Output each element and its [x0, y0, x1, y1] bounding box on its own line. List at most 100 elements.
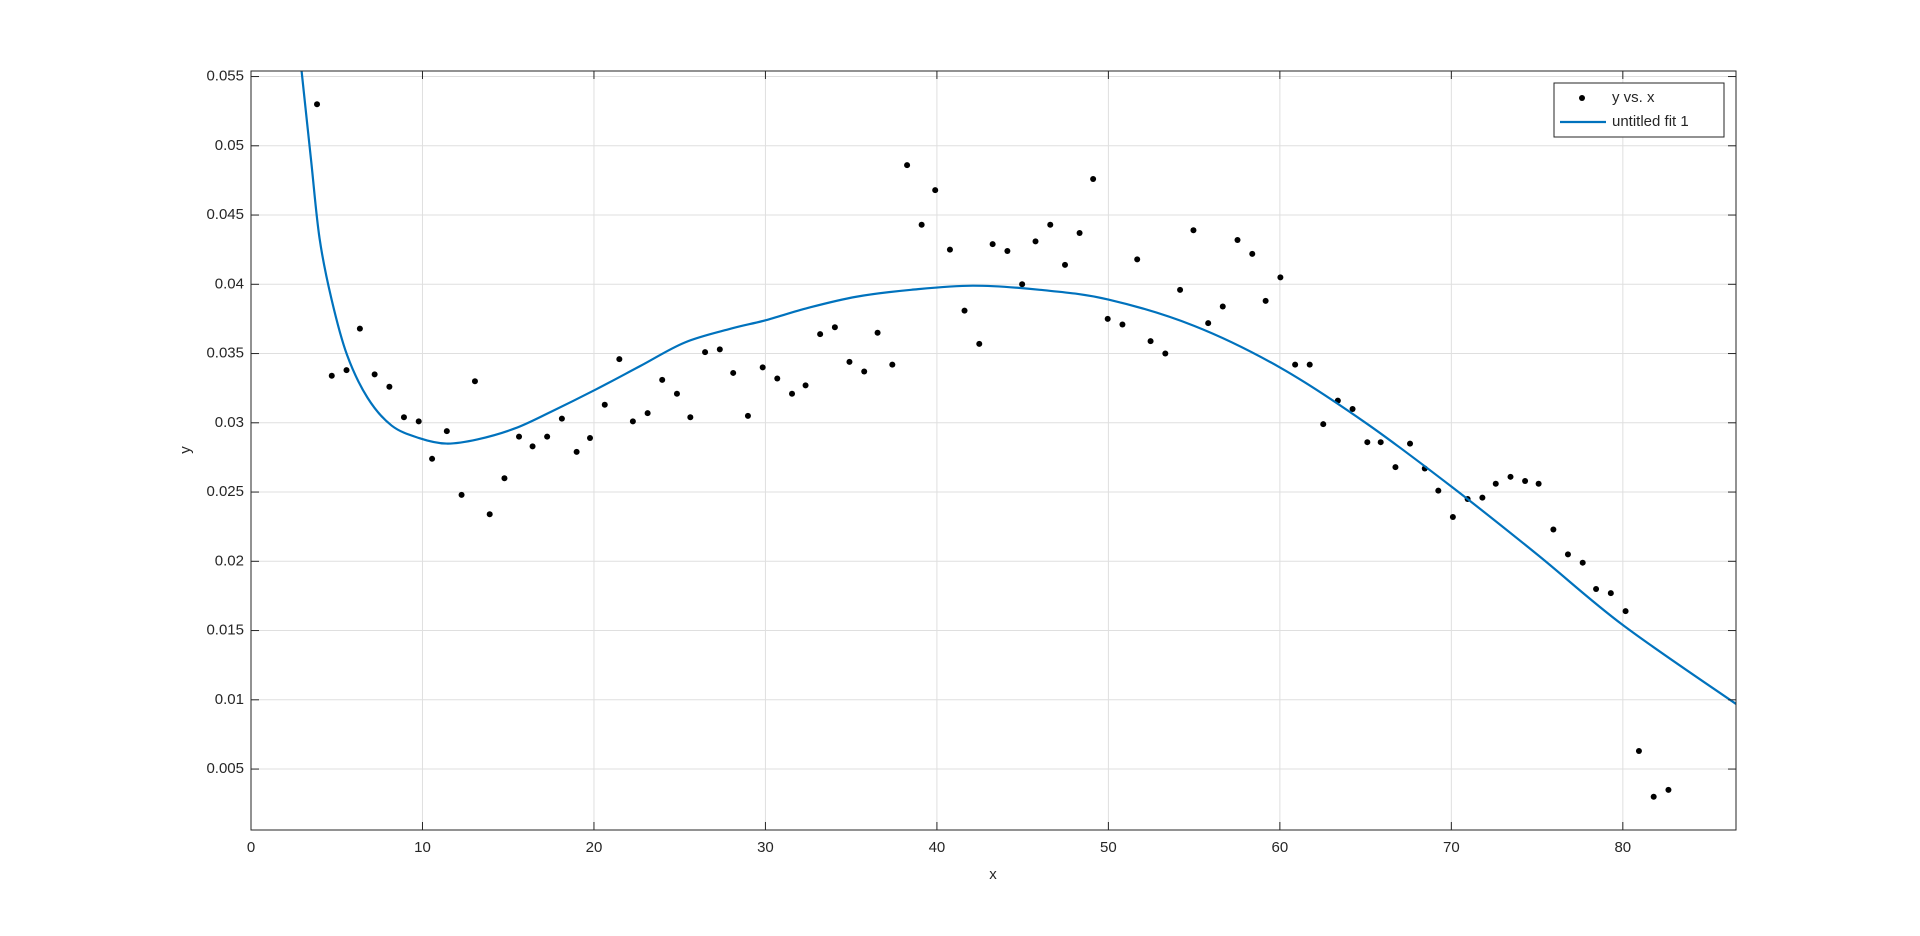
data-point	[1019, 281, 1026, 288]
x-tick-label: 70	[1443, 839, 1460, 856]
data-point	[1492, 480, 1499, 487]
data-point	[989, 241, 996, 248]
data-point	[1435, 487, 1442, 494]
y-tick-label: 0.015	[206, 622, 244, 639]
x-tick-label: 10	[414, 839, 431, 856]
data-point	[471, 378, 478, 385]
data-point	[1147, 338, 1154, 345]
data-point	[802, 382, 809, 389]
data-point	[587, 435, 594, 442]
y-tick-label: 0.035	[206, 345, 244, 362]
data-point	[1104, 315, 1111, 322]
fit-line	[300, 71, 1736, 705]
data-point	[429, 455, 436, 462]
data-point	[846, 358, 853, 365]
data-point	[400, 414, 407, 421]
data-point	[744, 412, 751, 419]
data-point	[1377, 439, 1384, 446]
data-point	[874, 329, 881, 336]
data-point	[616, 356, 623, 363]
data-point	[1407, 440, 1414, 447]
y-tick-label: 0.045	[206, 206, 244, 223]
y-tick-label: 0.005	[206, 760, 244, 777]
data-point	[328, 372, 335, 379]
data-point	[1249, 250, 1256, 257]
data-point	[932, 187, 939, 194]
y-tick-label: 0.02	[215, 552, 244, 569]
y-tick-label: 0.04	[215, 275, 244, 292]
data-point	[544, 433, 551, 440]
x-axis-label: x	[989, 866, 997, 883]
data-point	[673, 390, 680, 397]
data-point	[946, 246, 953, 253]
x-tick-label: 80	[1614, 839, 1631, 856]
data-point	[1593, 586, 1600, 593]
x-tick-label: 0	[247, 839, 255, 856]
data-point	[601, 401, 608, 408]
data-point	[789, 390, 796, 397]
data-point	[702, 349, 709, 356]
data-point	[573, 448, 580, 455]
data-point	[1177, 286, 1184, 293]
data-point	[558, 415, 565, 422]
data-point	[343, 367, 350, 374]
data-point	[774, 375, 781, 382]
legend-label: y vs. x	[1612, 89, 1655, 106]
data-point	[1607, 590, 1614, 597]
data-point	[1665, 786, 1672, 793]
data-point	[1190, 227, 1197, 234]
data-point	[629, 418, 636, 425]
data-point	[1392, 464, 1399, 471]
x-tick-label: 60	[1272, 839, 1289, 856]
data-point	[1062, 261, 1069, 268]
x-tick-label: 20	[586, 839, 603, 856]
data-point	[1364, 439, 1371, 446]
axes: 0 10 20 30 40 50 60 70 80 0.005 0.01 0.015 0.02 0.025…	[206, 68, 1737, 856]
data-point	[1622, 608, 1629, 615]
data-point	[1076, 230, 1083, 237]
data-point	[1507, 473, 1514, 480]
data-point	[1032, 238, 1039, 245]
data-point	[1004, 248, 1011, 255]
data-point	[659, 376, 666, 383]
y-tick-label: 0.05	[215, 137, 244, 154]
data-point	[976, 340, 983, 347]
data-point	[415, 418, 422, 425]
plot-area	[300, 71, 1736, 800]
data-point	[861, 368, 868, 375]
data-point	[529, 443, 536, 450]
data-point	[443, 428, 450, 435]
y-axis-label: y	[177, 446, 194, 454]
data-point	[1306, 361, 1313, 368]
x-tick-label: 50	[1100, 839, 1117, 856]
data-point	[516, 433, 523, 440]
data-point	[371, 371, 378, 378]
data-point	[486, 511, 493, 518]
data-point	[1119, 321, 1126, 328]
data-point	[1479, 494, 1486, 501]
data-point	[386, 383, 393, 390]
data-point	[1579, 559, 1586, 566]
data-point	[1349, 405, 1356, 412]
data-point	[961, 307, 968, 314]
data-point	[817, 331, 824, 338]
data-point	[356, 325, 363, 332]
data-point	[1650, 793, 1657, 800]
data-point	[759, 364, 766, 371]
y-tick-label: 0.055	[206, 68, 244, 85]
data-point	[1535, 480, 1542, 487]
data-point	[501, 475, 508, 482]
data-point	[314, 101, 321, 108]
data-point	[730, 369, 737, 376]
data-point	[1449, 513, 1456, 520]
data-point	[1635, 748, 1642, 755]
data-point	[716, 346, 723, 353]
data-point	[1134, 256, 1141, 263]
data-point	[1550, 526, 1557, 533]
data-point	[904, 162, 911, 169]
data-point	[1262, 297, 1269, 304]
grid	[250, 71, 1736, 830]
data-point	[831, 324, 838, 331]
